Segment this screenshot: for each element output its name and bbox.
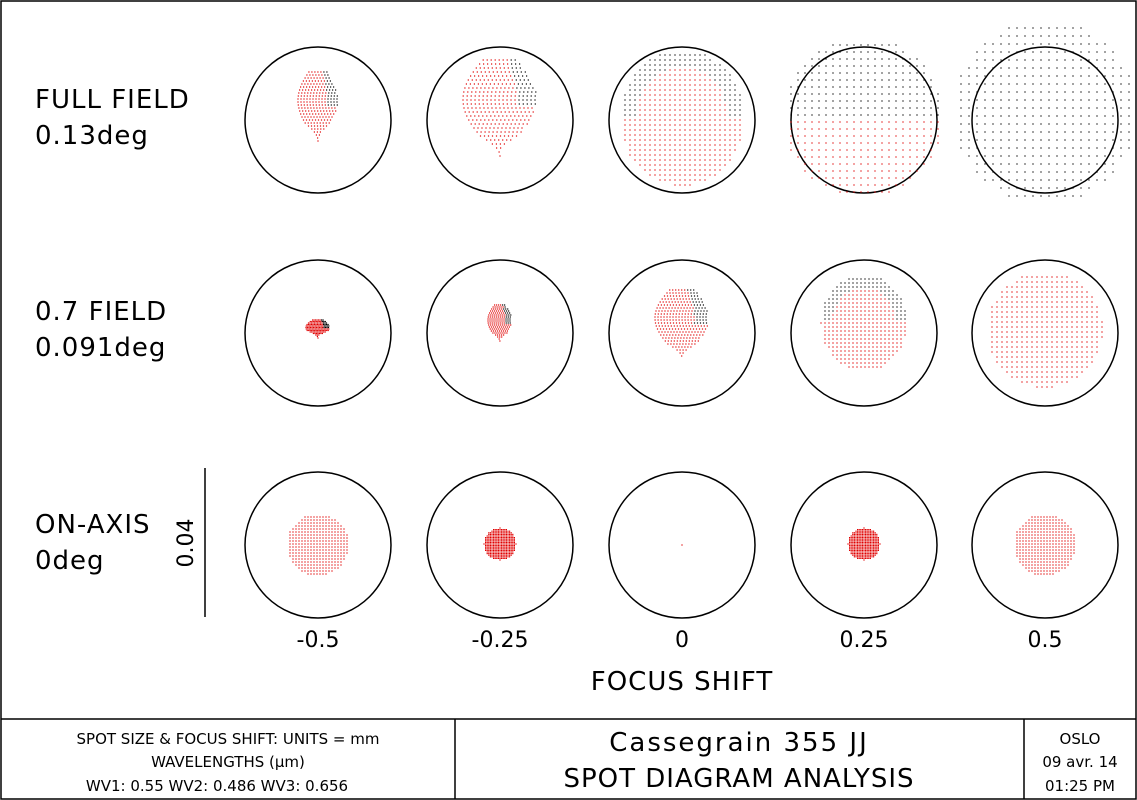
focus-shift-tick-0: -0.5 (297, 628, 340, 653)
spot-diagram-grid (244, 27, 1130, 619)
field-circle-07-4 (971, 259, 1119, 407)
focus-shift-labels: -0.5 -0.25 0 0.25 0.5 (297, 628, 1063, 653)
field-angle-full: 0.13deg (35, 121, 149, 151)
wavelengths-label: WAVELENGTHS (μm) (151, 753, 305, 771)
focus-shift-tick-4: 0.5 (1028, 628, 1063, 653)
focus-shift-tick-3: 0.25 (840, 628, 889, 653)
focus-shift-tick-2: 0 (675, 628, 689, 653)
spot-07-f1 (487, 304, 512, 342)
field-circle-axis-1 (426, 471, 574, 619)
lens-title: Cassegrain 355 JJ (609, 728, 869, 758)
wavelengths-line: WV1: 0.55 WV2: 0.486 WV3: 0.656 (86, 777, 348, 795)
spot-07-f0 (305, 319, 330, 339)
field-circle-full-1 (426, 46, 574, 194)
field-circle-07-0 (244, 259, 392, 407)
spot-07-f3 (820, 278, 906, 368)
x-axis-label: FOCUS SHIFT (591, 667, 773, 697)
field-circle-full-4 (971, 46, 1119, 194)
field-angle-07: 0.091deg (35, 333, 166, 363)
spot-07-f2 (654, 289, 708, 357)
time-stamp: 01:25 PM (1045, 777, 1115, 795)
field-circle-full-0 (244, 46, 392, 194)
field-angle-axis: 0deg (35, 546, 105, 576)
spot-full-f1 (462, 59, 537, 157)
field-circle-full-2 (608, 46, 756, 194)
field-circle-axis-2 (608, 471, 756, 619)
spot-axis-f0 (289, 516, 348, 575)
field-label-07: 0.7 FIELD (35, 297, 167, 327)
field-circle-full-3 (790, 46, 938, 194)
focus-shift-tick-1: -0.25 (472, 628, 529, 653)
spot-axis-f4 (1016, 516, 1075, 575)
field-circle-07-3 (790, 259, 938, 407)
spot-axis-f1 (483, 527, 517, 561)
field-circle-axis-3 (790, 471, 938, 619)
spot-axis-f3 (847, 527, 881, 561)
units-line: SPOT SIZE & FOCUS SHIFT: UNITS = mm (77, 730, 380, 748)
field-circle-07-2 (608, 259, 756, 407)
spot-full-f3 (790, 44, 939, 193)
analysis-title: SPOT DIAGRAM ANALYSIS (563, 764, 914, 794)
spot-07-f4 (991, 276, 1103, 388)
date-stamp: 09 avr. 14 (1042, 753, 1117, 771)
spot-axis-f2 (681, 544, 683, 546)
field-label-full: FULL FIELD (35, 85, 190, 115)
field-circle-axis-4 (971, 471, 1119, 619)
field-circle-07-1 (426, 259, 574, 407)
spot-full-f4 (960, 27, 1130, 197)
scale-label: 0.04 (174, 519, 199, 568)
program-name: OSLO (1060, 730, 1101, 748)
spot-full-f2 (624, 54, 741, 186)
field-circle-axis-0 (244, 471, 392, 619)
spot-full-f0 (297, 71, 338, 142)
field-label-axis: ON-AXIS (35, 510, 151, 540)
